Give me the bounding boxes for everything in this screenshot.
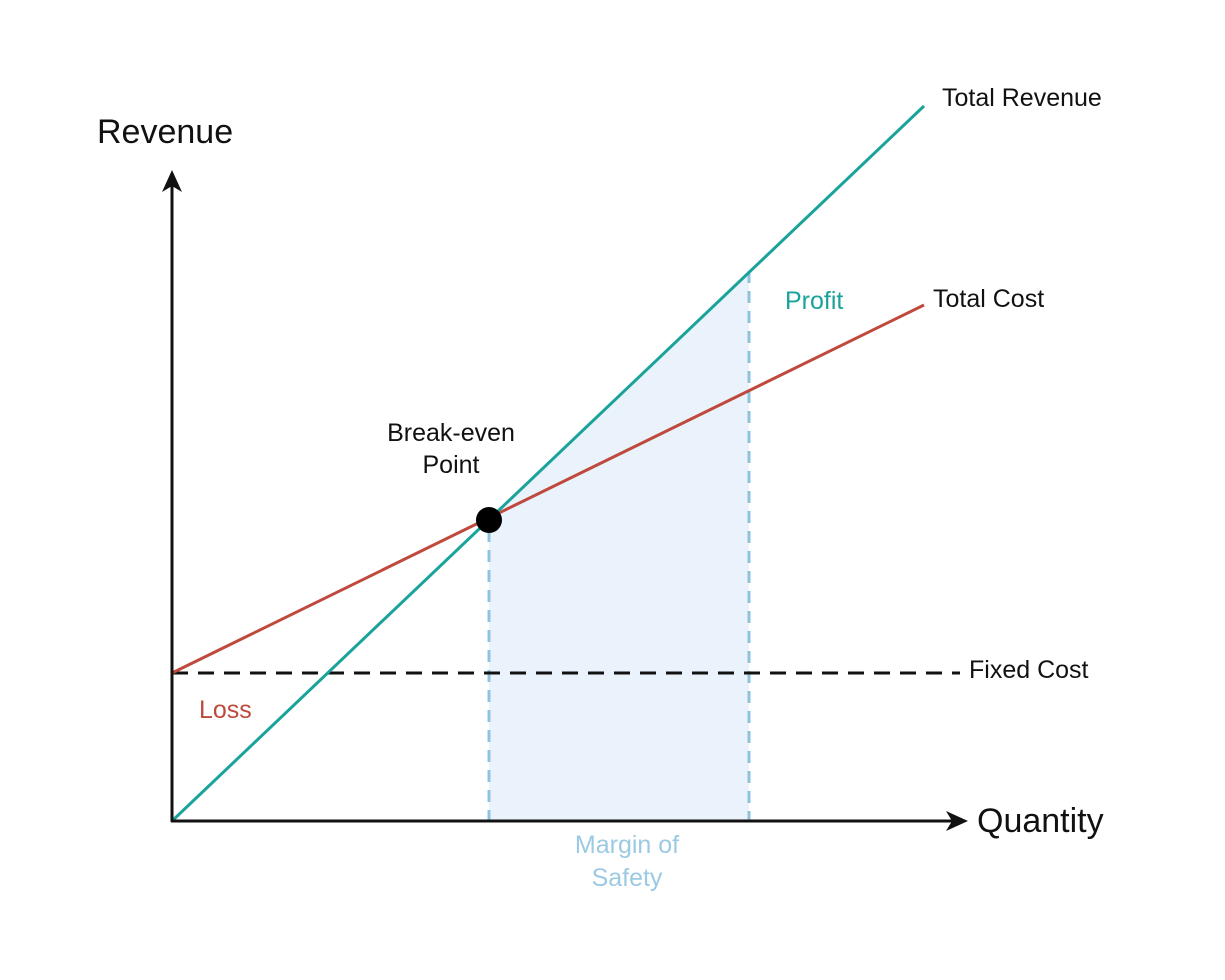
x-axis-arrow-icon — [946, 811, 968, 831]
margin-of-safety-label-line2: Safety — [592, 864, 663, 892]
total-cost-line — [171, 303, 925, 675]
y-axis-arrow-icon — [162, 170, 182, 192]
y-axis-label: Revenue — [97, 113, 233, 151]
break-even-label-line2: Point — [423, 451, 480, 479]
break-even-label-line1: Break-even — [387, 419, 515, 447]
x-axis-label: Quantity — [977, 802, 1104, 840]
total-revenue-label: Total Revenue — [942, 84, 1102, 112]
fixed-cost-label: Fixed Cost — [969, 656, 1089, 684]
margin-of-safety-label-line1: Margin of — [575, 831, 679, 859]
total-cost-label: Total Cost — [933, 285, 1044, 313]
profit-label: Profit — [785, 287, 843, 315]
break-even-point — [476, 507, 502, 533]
loss-label: Loss — [199, 696, 252, 724]
margin-of-safety-region — [489, 271, 749, 821]
total-revenue-line — [170, 104, 926, 823]
